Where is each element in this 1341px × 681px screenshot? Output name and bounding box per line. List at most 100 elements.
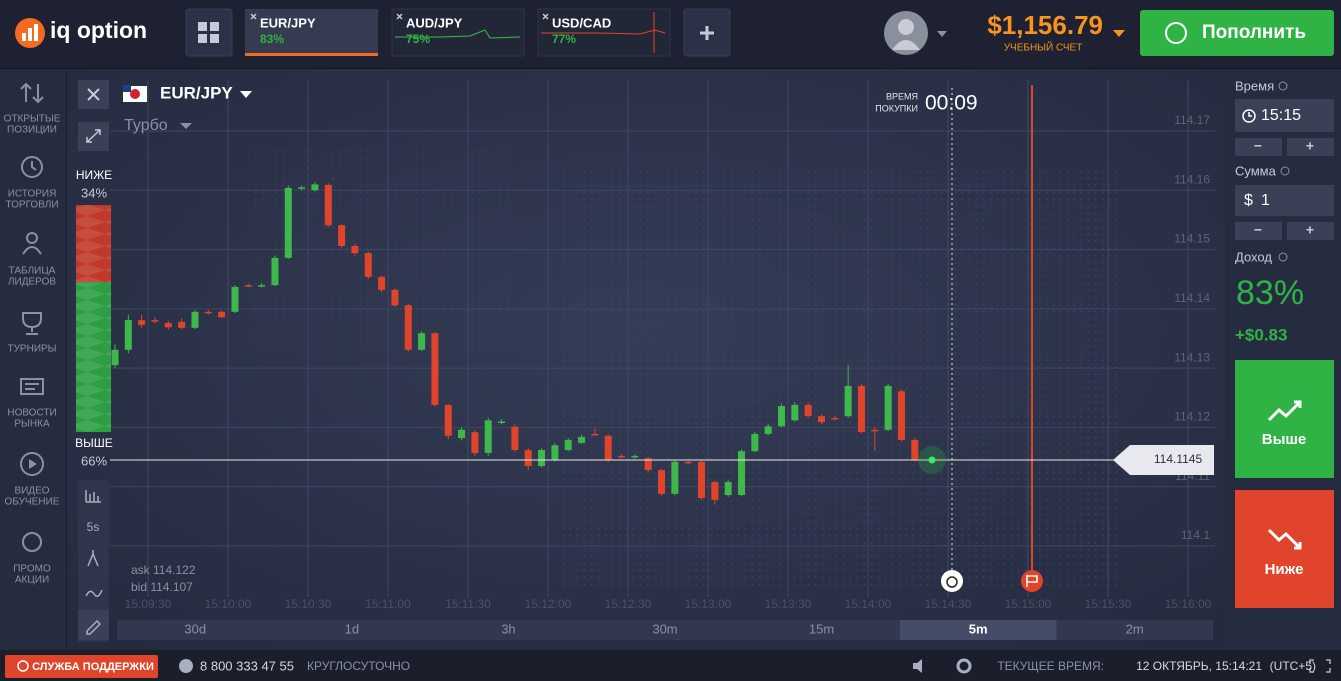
sidebar-item[interactable]: ПОЗИЦИИ	[7, 125, 57, 136]
sidebar-item[interactable]: ТУРНИРЫ	[7, 344, 56, 355]
timeframe-button[interactable]: 30m	[652, 621, 677, 636]
time-minus-button[interactable]	[1235, 138, 1282, 156]
call-button[interactable]	[1235, 360, 1334, 478]
call-label[interactable]: Выше	[1262, 431, 1307, 448]
candle-body	[591, 433, 599, 436]
plus-label[interactable]: +	[1306, 138, 1314, 154]
time-plus-button[interactable]	[1287, 138, 1334, 156]
sidebar-icons	[20, 82, 44, 552]
sidebar-item[interactable]: ПРОМО	[13, 564, 51, 575]
support-button[interactable]	[5, 655, 158, 678]
asset-tab-active[interactable]	[245, 9, 378, 56]
tool-label[interactable]: 5s	[87, 520, 100, 534]
sentiment-below-value: 34%	[81, 185, 107, 200]
y-tick-label: 114.14	[1174, 291, 1210, 305]
dropdown-caret[interactable]	[180, 123, 192, 129]
chart-mode[interactable]: Турбо	[124, 117, 168, 134]
candle-body	[124, 320, 132, 350]
dropdown-caret[interactable]	[1113, 30, 1125, 37]
minus-label[interactable]: −	[1254, 222, 1262, 238]
candle-body	[151, 320, 159, 322]
profit-amount: +$0.83	[1235, 325, 1287, 344]
candle-body	[791, 404, 799, 421]
sidebar-item[interactable]: РЫНКА	[14, 419, 50, 430]
sidebar-item[interactable]: НОВОСТИ	[7, 408, 56, 419]
amount-value[interactable]: 1	[1261, 192, 1270, 209]
sidebar-item[interactable]: ТАБЛИЦА	[9, 266, 56, 277]
sidebar-item[interactable]: ОТКРЫТЫЕ	[4, 114, 61, 125]
tab-asset[interactable]: EUR/JPY	[260, 15, 316, 30]
candle-body	[778, 406, 785, 427]
deposit-button[interactable]	[1140, 10, 1334, 56]
sidebar-item[interactable]: ИСТОРИЯ	[8, 189, 57, 200]
timeframe-button[interactable]: 3h	[501, 621, 515, 636]
sidebar-item[interactable]: ОБУЧЕНИЕ	[5, 497, 60, 508]
logo-icon	[34, 24, 38, 41]
x-tick-label: 15:09:30	[125, 597, 172, 611]
timeframe-button[interactable]: 30d	[184, 621, 206, 636]
layout-button[interactable]	[185, 8, 233, 57]
chart-asset[interactable]: EUR/JPY	[160, 83, 233, 102]
purchase-deadline-icon	[941, 570, 963, 592]
current-time: 12 ОКТЯБРЬ, 15:14:21	[1136, 659, 1262, 673]
candle-body	[604, 435, 612, 461]
candle-body	[618, 455, 626, 458]
sidebar-item[interactable]: ЛИДЕРОВ	[8, 277, 56, 288]
settings-button[interactable]	[956, 658, 972, 674]
sidebar-item[interactable]: ВИДЕО	[14, 486, 49, 497]
put-button[interactable]	[1235, 490, 1334, 608]
logo: iq option	[50, 17, 147, 43]
y-tick-label: 114.15	[1174, 232, 1210, 246]
candle-body	[538, 449, 546, 466]
candle-body	[471, 432, 479, 453]
candle-body	[711, 481, 719, 500]
deposit-label[interactable]: Пополнить	[1202, 22, 1306, 43]
fullscreen-button[interactable]	[1309, 659, 1331, 673]
candle-body	[524, 449, 532, 466]
amount-minus-button[interactable]	[1235, 222, 1282, 240]
current-price-dot	[928, 456, 936, 464]
help-icon	[1278, 81, 1288, 91]
sidebar-item[interactable]: ТОРГОВЛИ	[5, 200, 58, 211]
balance[interactable]: $1,156.79	[987, 10, 1103, 40]
purchase-time-label: ВРЕМЯ	[886, 91, 918, 101]
support-label[interactable]: СЛУЖБА ПОДДЕРЖКИ	[32, 661, 154, 673]
tab-asset[interactable]: AUD/JPY	[406, 15, 463, 30]
tool-icons	[85, 490, 103, 635]
tab-asset[interactable]: USD/CAD	[552, 15, 611, 30]
candle-body	[857, 385, 865, 433]
candle-body	[644, 458, 652, 471]
timeframe-button[interactable]: 2m	[1126, 621, 1144, 636]
x-tick-label: 15:11:30	[445, 597, 491, 611]
candle-body	[564, 439, 572, 450]
profit-percent: 83%	[1236, 274, 1304, 312]
amount-input[interactable]	[1235, 185, 1334, 216]
plus-icon	[700, 26, 714, 40]
current-time-label: ТЕКУЩЕЕ ВРЕМЯ:	[997, 659, 1104, 673]
sound-button[interactable]	[913, 659, 922, 673]
plus-label[interactable]: +	[1306, 222, 1314, 238]
tab-close[interactable]	[250, 13, 257, 20]
minus-label[interactable]: −	[1254, 138, 1262, 154]
candle-body	[324, 184, 332, 226]
timeframe-button[interactable]: 5m	[969, 621, 988, 636]
y-tick-label: 114.1	[1181, 528, 1210, 542]
dropdown-caret[interactable]	[937, 31, 947, 37]
candle-body	[378, 276, 386, 290]
sidebar-item[interactable]: АКЦИИ	[15, 575, 49, 586]
play-icon	[29, 459, 37, 469]
timezone: (UTC+5)	[1270, 659, 1316, 673]
timeframe-button[interactable]: 1d	[345, 621, 359, 636]
candle-body	[684, 461, 692, 464]
tab-close[interactable]	[396, 13, 403, 20]
tab-close[interactable]	[542, 13, 549, 20]
put-label[interactable]: Ниже	[1265, 561, 1304, 578]
world-map	[560, 170, 1120, 590]
dropdown-caret[interactable]	[240, 91, 252, 98]
amount-plus-button[interactable]	[1287, 222, 1334, 240]
candle-body	[258, 285, 266, 287]
current-price-label: 114.1145	[1154, 452, 1203, 466]
timeframe-button[interactable]: 15m	[809, 621, 834, 636]
time-value[interactable]: 15:15	[1261, 107, 1301, 124]
asset-tab[interactable]	[391, 8, 525, 57]
